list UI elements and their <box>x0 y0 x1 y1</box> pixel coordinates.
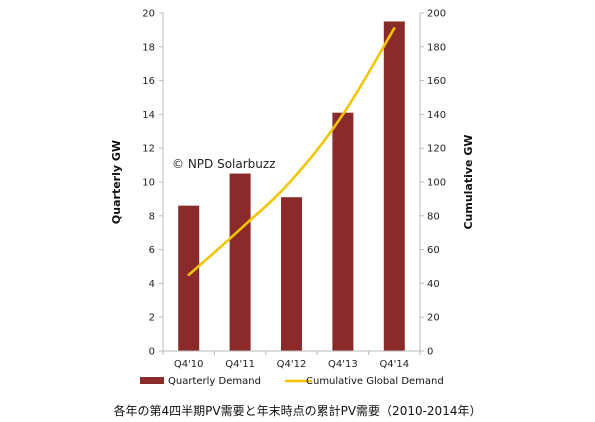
left-axis-ticks: 0 2 4 6 8 10 12 14 16 18 20 <box>142 9 163 358</box>
right-tick-label: 120 <box>427 144 446 155</box>
x-tick-label: Q4'11 <box>225 359 255 370</box>
bar-1 <box>229 173 251 351</box>
right-tick-label: 200 <box>427 9 446 20</box>
quarterly-demand-bars <box>178 21 405 352</box>
chart: 0 2 4 6 8 10 12 14 16 18 20 0 20 40 60 80 100 120 140 160 1… <box>110 9 475 388</box>
left-tick-label: 10 <box>142 178 155 189</box>
right-tick-label: 140 <box>427 110 446 121</box>
legend: Quarterly Demand Cumulative Global Deman… <box>140 376 444 387</box>
legend-line-label: Cumulative Global Demand <box>306 376 444 387</box>
left-tick-label: 12 <box>142 144 155 155</box>
bar-2 <box>281 197 302 351</box>
left-tick-label: 0 <box>149 347 155 358</box>
right-tick-label: 60 <box>427 245 440 256</box>
cumulative-point-3 <box>341 113 345 116</box>
x-tick-label: Q4'10 <box>174 359 204 370</box>
copyright-annotation: © NPD Solarbuzz <box>172 157 275 171</box>
right-axis-title: Cumulative GW <box>462 134 475 229</box>
right-tick-label: 100 <box>427 178 446 189</box>
right-tick-label: 0 <box>427 347 433 358</box>
cumulative-point-0 <box>187 273 190 277</box>
right-tick-label: 80 <box>427 211 440 222</box>
x-tick-label: Q4'12 <box>277 359 307 370</box>
bar-4 <box>383 21 405 351</box>
figure-caption: 各年の第4四半期PV需要と年末時点の累計PV需要（2010-2014年） <box>113 404 482 418</box>
left-tick-label: 4 <box>149 279 155 290</box>
legend-bar-label: Quarterly Demand <box>168 376 261 387</box>
cumulative-demand-line-layer <box>187 27 396 277</box>
cumulative-point-4 <box>393 27 396 30</box>
left-tick-label: 6 <box>149 245 155 256</box>
right-tick-label: 180 <box>427 42 446 53</box>
right-tick-label: 20 <box>427 313 440 324</box>
cumulative-point-1 <box>238 228 242 231</box>
left-tick-label: 16 <box>142 76 155 87</box>
left-tick-label: 8 <box>149 211 155 222</box>
cumulative-point-2 <box>290 179 293 182</box>
x-axis-ticks: Q4'10 Q4'11 Q4'12 Q4'13 Q4'14 <box>162 351 421 370</box>
left-tick-label: 18 <box>142 42 155 53</box>
bar-3 <box>332 112 354 352</box>
left-tick-label: 20 <box>142 9 155 20</box>
x-tick-label: Q4'13 <box>328 359 358 370</box>
right-tick-label: 40 <box>427 279 440 290</box>
left-axis-title: Quarterly GW <box>110 140 123 224</box>
bar-0 <box>178 205 200 351</box>
x-tick-label: Q4'14 <box>379 359 409 370</box>
left-tick-label: 14 <box>142 110 155 121</box>
legend-bar-swatch <box>140 377 164 384</box>
right-axis-ticks: 0 20 40 60 80 100 120 140 160 180 200 <box>420 9 446 358</box>
cumulative-demand-line <box>187 27 396 276</box>
left-tick-label: 2 <box>149 313 155 324</box>
right-tick-label: 160 <box>427 76 446 87</box>
